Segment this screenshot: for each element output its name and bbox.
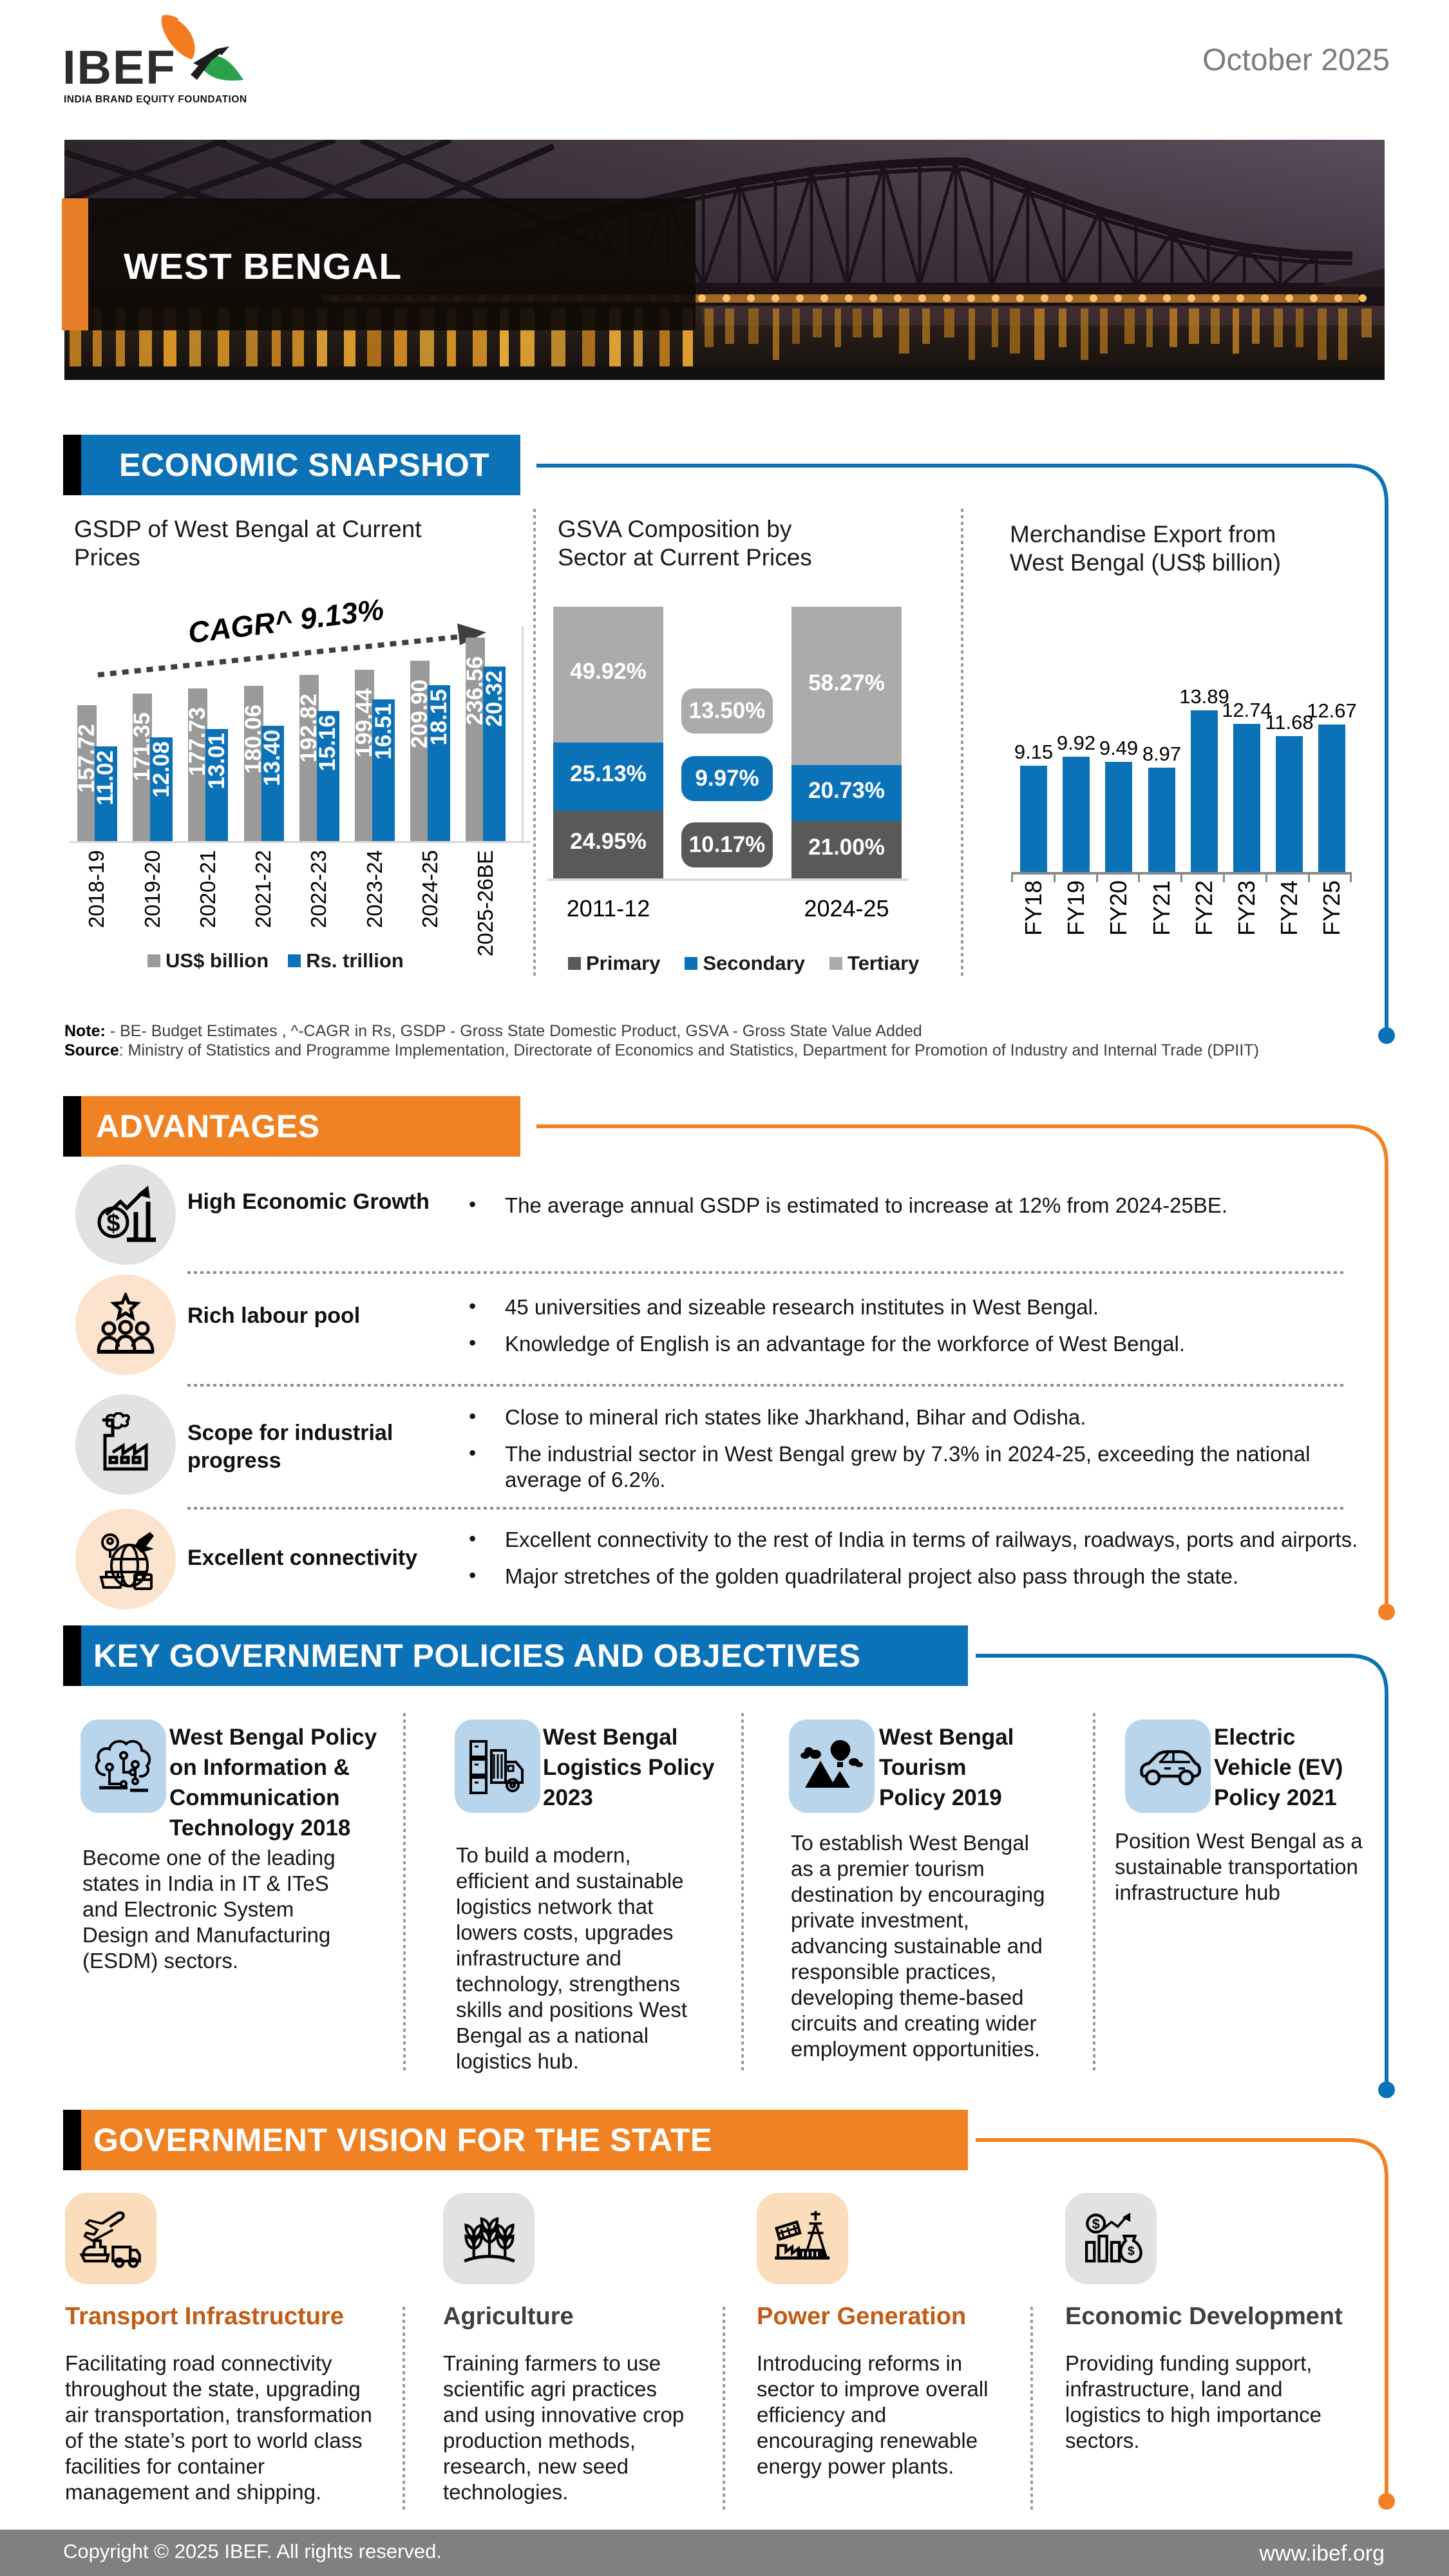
svg-text:$: $ [1092, 2216, 1100, 2232]
svg-text:$: $ [1128, 2244, 1135, 2258]
svg-text:CAGR^ 9.13%: CAGR^ 9.13% [186, 599, 386, 650]
svg-text:$: $ [106, 1210, 120, 1237]
